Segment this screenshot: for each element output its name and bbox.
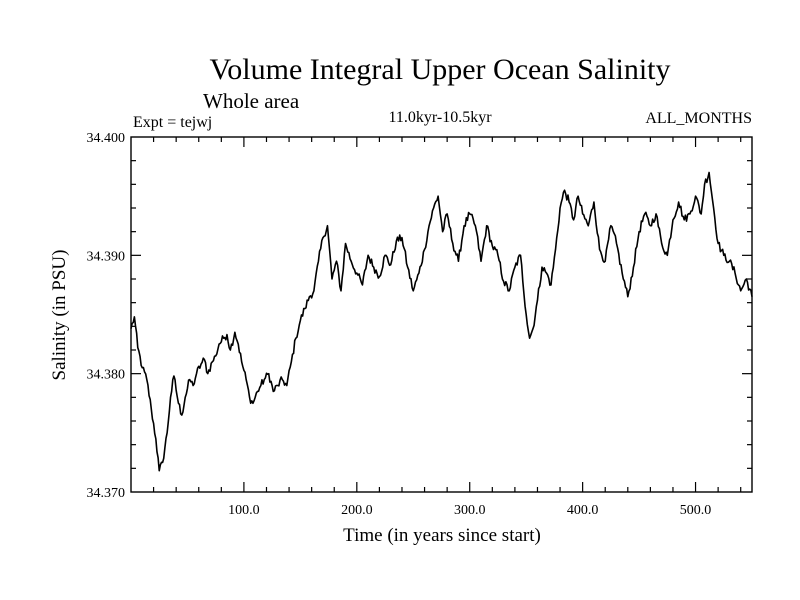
y-axis-label: Salinity (in PSU) (49, 250, 70, 381)
y-axis-tick-labels: 34.370 34.380 34.390 34.400 (87, 131, 126, 501)
chart-title: Volume Integral Upper Ocean Salinity (210, 53, 671, 86)
months-label: ALL_MONTHS (645, 110, 752, 127)
y-axis-ticks (131, 160, 752, 469)
salinity-series-line (130, 171, 753, 472)
chart-subtitle: Whole area (203, 89, 300, 113)
x-axis-tick-labels: 100.0 200.0 300.0 400.0 500.0 (228, 503, 711, 518)
y-tick-label: 34.400 (87, 131, 126, 146)
y-tick-label: 34.380 (87, 368, 126, 383)
time-range-label: 11.0kyr-10.5kyr (388, 109, 492, 126)
experiment-label: Expt = tejwj (133, 114, 212, 131)
x-tick-label: 500.0 (680, 503, 712, 518)
x-tick-label: 200.0 (341, 503, 373, 518)
x-tick-label: 300.0 (454, 503, 486, 518)
x-tick-label: 100.0 (228, 503, 260, 518)
x-axis-label: Time (in years since start) (343, 525, 541, 546)
plot-frame (130, 136, 753, 493)
y-tick-label: 34.390 (87, 249, 126, 264)
y-tick-label: 34.370 (87, 486, 126, 501)
x-tick-label: 400.0 (567, 503, 599, 518)
x-axis-ticks (152, 137, 742, 492)
